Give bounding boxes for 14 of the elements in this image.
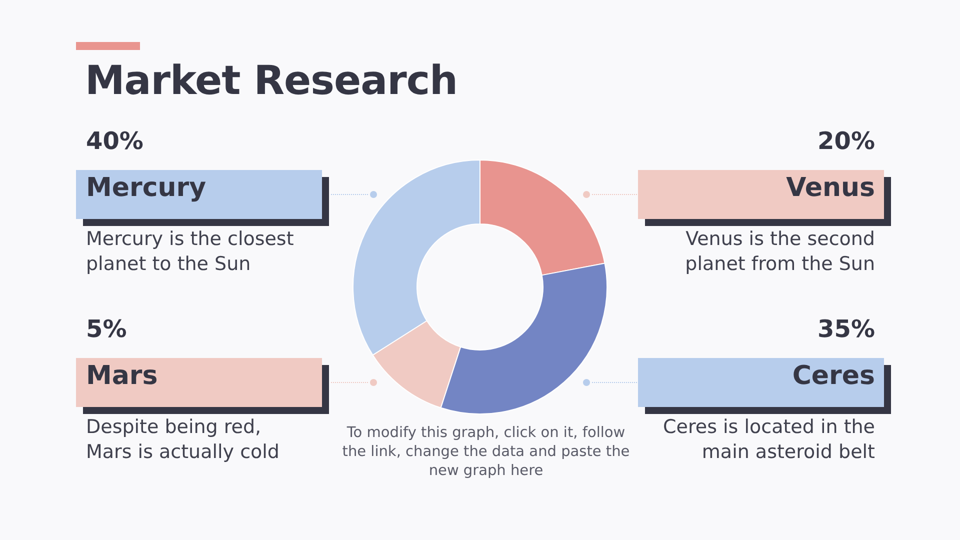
text: Ceres is located in the main asteroid belt <box>663 415 875 465</box>
text: Ceres <box>792 360 875 392</box>
text: Despite being red, Mars is actually cold <box>86 415 280 465</box>
text: 5% <box>86 314 127 344</box>
text: To modify this graph, click on it, follow the link, change the data and paste the new graph here <box>341 424 631 481</box>
text: Venus is the second planet from the Sun <box>685 227 875 277</box>
text: Mars <box>86 360 158 392</box>
chart-title: Market Research <box>85 57 458 105</box>
text: 40% <box>86 126 144 156</box>
text: 35% <box>818 314 875 344</box>
text: Mercury is the closest planet to the Sun <box>86 227 294 277</box>
text: 20% <box>818 126 875 156</box>
text: Mercury <box>86 172 206 204</box>
text: Venus <box>786 172 875 204</box>
